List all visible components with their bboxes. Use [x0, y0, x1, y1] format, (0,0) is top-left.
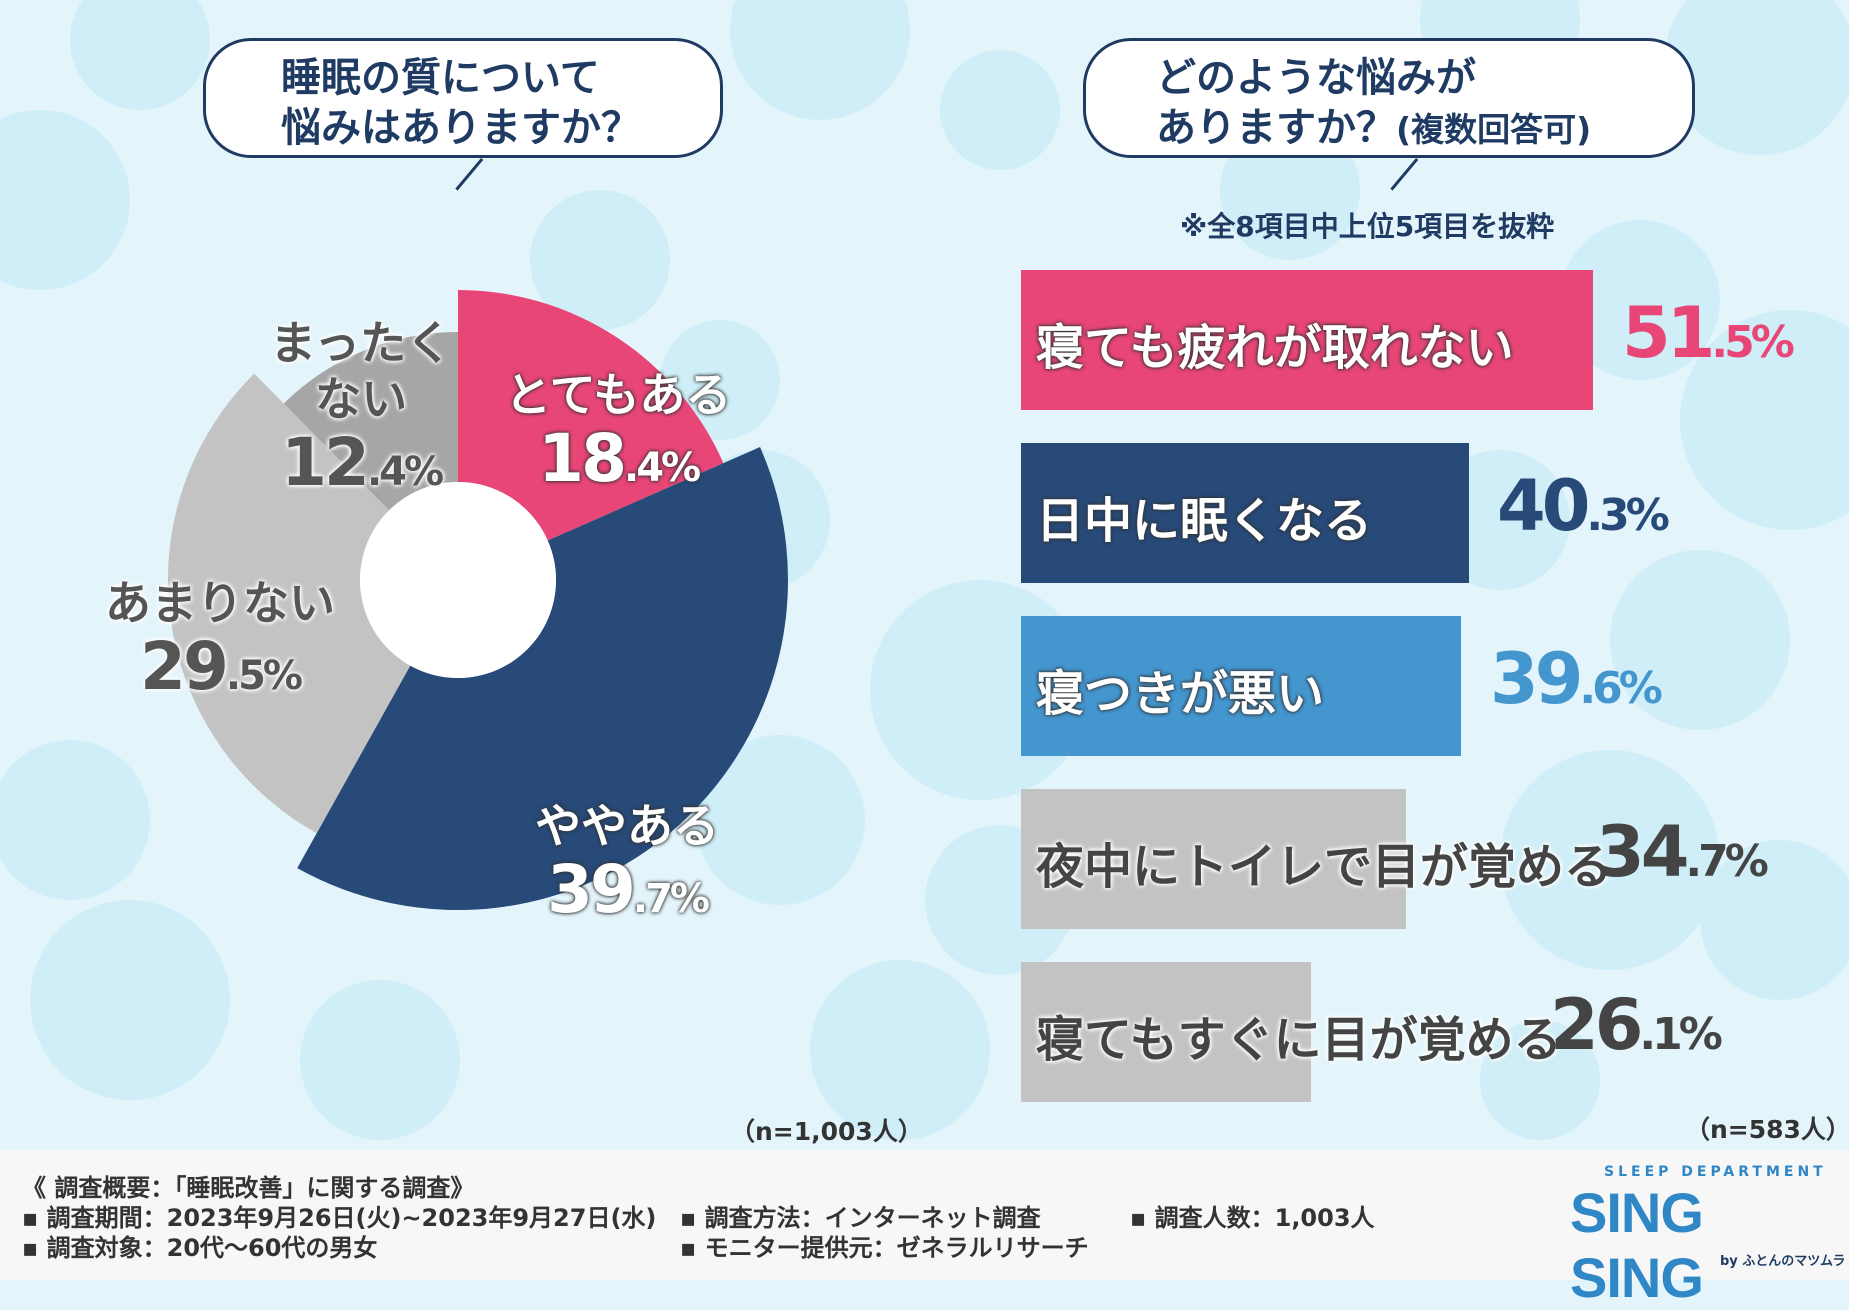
donut-category-name: あまりない [105, 576, 335, 630]
background-circle [940, 50, 1060, 170]
bar-1 [1021, 270, 1593, 410]
right-question-paren: (複数回答可) [1396, 110, 1592, 149]
logo-department: SLEEP DEPARTMENT [1604, 1164, 1827, 1180]
bar-5 [1021, 962, 1311, 1102]
bar-2 [1021, 443, 1469, 583]
bar-category-label: 寝てもすぐに目が覚める [1036, 1012, 1562, 1068]
right-question-bubble: どのような悩みが ありますか？(複数回答可) [1083, 38, 1695, 191]
footer-method: ▪ 調査方法：インターネット調査 [680, 1204, 1041, 1232]
background-circle [0, 740, 150, 900]
donut-category-name: ない [315, 372, 408, 426]
donut-value-label: 29.5% [140, 628, 303, 705]
footer-period: ▪ 調査期間：2023年9月26日(火)~2023年9月27日(水) [22, 1204, 657, 1232]
right-question-line1: どのような悩みが [1156, 55, 1476, 101]
donut-category-name: とてもある [505, 368, 732, 422]
background-circle [70, 0, 210, 110]
bar-value-label: 26.1% [1550, 984, 1723, 1066]
background-circle [1680, 310, 1849, 530]
donut-label-3: あまりない 29.5% [105, 575, 335, 712]
donut-value-label: 39.7% [547, 851, 710, 928]
background-circle [730, 0, 910, 120]
background-circle [1480, 1020, 1600, 1140]
survey-footer: 《 調査概要：「睡眠改善」に関する調査》 ▪ 調査期間：2023年9月26日(火… [0, 1150, 1849, 1280]
donut-slice-1 [458, 290, 724, 541]
background-circle [1500, 750, 1720, 970]
bar-value-label: 40.3% [1497, 465, 1670, 547]
bar-category-label: 寝ても疲れが取れない [1036, 320, 1514, 376]
footer-target: ▪ 調査対象：20代～60代の男女 [22, 1234, 378, 1262]
background-circle [0, 110, 130, 290]
donut-slice-2 [297, 447, 788, 910]
bar-3 [1021, 616, 1461, 756]
donut-label-1: とてもある 18.4% [505, 367, 731, 504]
donut-chart [167, 290, 788, 910]
donut-hole [360, 482, 556, 678]
donut-category-name: まったく [270, 316, 453, 370]
logo-sing-sing: SING SING [1570, 1181, 1704, 1309]
background-circle [300, 980, 460, 1140]
right-question-line2: ありますか？ [1156, 105, 1396, 151]
bar-value-label: 34.7% [1596, 811, 1769, 893]
footer-heading: 《 調査概要：「睡眠改善」に関する調査》 [22, 1174, 475, 1202]
background-circle [695, 735, 865, 905]
excerpt-note: ※全8項目中上位5項目を抜粋 [1180, 210, 1555, 243]
footer-count: ▪ 調査人数：1,003人 [1130, 1204, 1375, 1232]
bar-category-label: 寝つきが悪い [1036, 666, 1325, 722]
donut-category-name: ややある [535, 799, 719, 853]
bar-4 [1021, 789, 1407, 929]
background-circle [1665, 0, 1849, 155]
background-circle [810, 960, 990, 1140]
background-circle [30, 900, 230, 1100]
background-circle [530, 190, 670, 330]
donut-value-label: 12.4% [281, 424, 444, 501]
bar-category-label: 日中に眠くなる [1036, 493, 1373, 549]
left-question-line2: 悩みはありますか？ [281, 105, 641, 151]
right-sample-size: （n=583人） [1685, 1115, 1849, 1144]
donut-label-2: ややある 39.7% [535, 798, 719, 935]
bar-category-label: 夜中にトイレで目が覚める [1036, 839, 1613, 895]
left-question-line1: 睡眠の質について [281, 55, 600, 101]
bar-value-label: 51.5% [1622, 292, 1795, 374]
left-sample-size: （n=1,003人） [730, 1117, 923, 1146]
left-question-bubble: 睡眠の質について 悩みはありますか？ [203, 38, 723, 191]
background-circle [1560, 220, 1720, 380]
background-circle [1700, 840, 1849, 1000]
logo-byline: by ふとんのマツムラ [1720, 1254, 1846, 1269]
donut-value-label: 18.4% [538, 420, 701, 497]
donut-slice-4 [283, 332, 458, 511]
footer-provider: ▪ モニター提供元：ゼネラルリサーチ [680, 1234, 1089, 1262]
donut-slice-3 [167, 373, 411, 834]
background-circle [1610, 550, 1790, 730]
bar-value-label: 39.6% [1490, 638, 1663, 720]
donut-label-4: まったく ない 12.4% [270, 315, 452, 508]
